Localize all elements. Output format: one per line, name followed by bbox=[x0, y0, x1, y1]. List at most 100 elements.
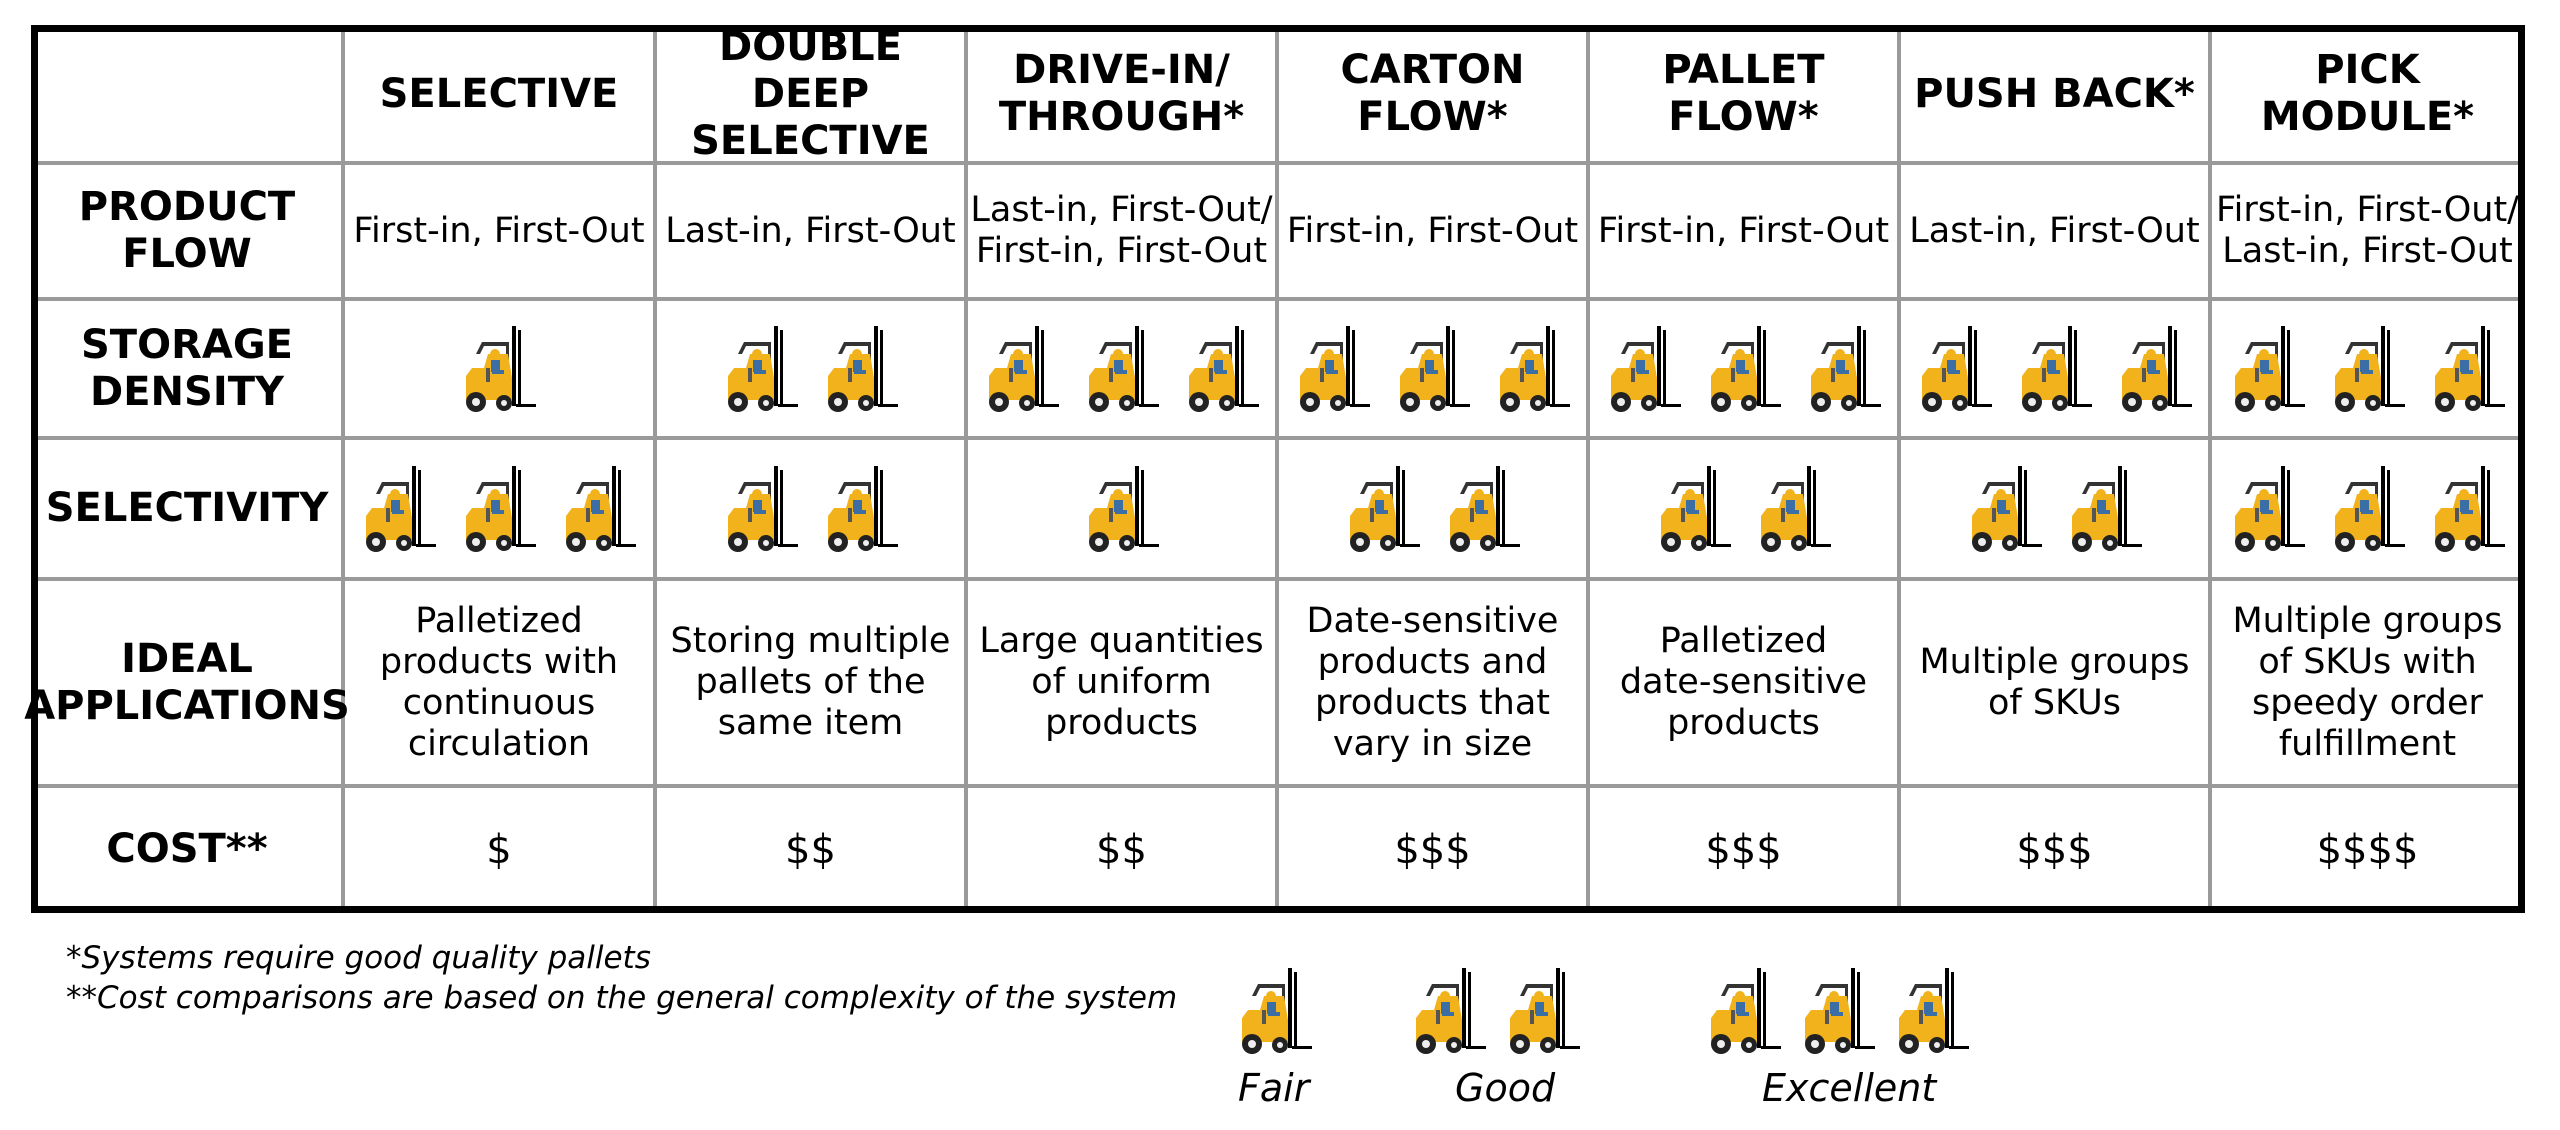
row-label: PRODUCT FLOW bbox=[31, 163, 343, 299]
row-divider bbox=[38, 161, 2518, 165]
text-line: DENSITY bbox=[90, 368, 284, 415]
product-flow-cell: First-in, First-Out bbox=[343, 163, 655, 299]
text-line: THROUGH* bbox=[998, 94, 1245, 140]
text-line: FLOW* bbox=[1668, 94, 1819, 140]
forklift-icon bbox=[985, 324, 1059, 414]
rating-cell bbox=[2210, 438, 2525, 579]
forklift-icon bbox=[724, 464, 798, 554]
forklift-icon bbox=[1607, 324, 1681, 414]
forklift-icon bbox=[1657, 464, 1731, 554]
forklift-icon bbox=[1396, 324, 1470, 414]
text-line: Large quantities bbox=[979, 621, 1264, 661]
forklift-icon bbox=[1238, 966, 1312, 1056]
row-divider bbox=[38, 297, 2518, 301]
product-flow-cell: First-in, First-Out bbox=[1588, 163, 1899, 299]
rating-cell bbox=[343, 299, 655, 438]
cost-cell: $ bbox=[486, 826, 512, 873]
forklift-icon bbox=[1801, 966, 1875, 1056]
column-header: DRIVE-IN/THROUGH* bbox=[966, 25, 1277, 163]
column-header: PALLET FLOW* bbox=[1588, 25, 1899, 163]
text-line: speedy order bbox=[2252, 682, 2483, 723]
text-line: Storing multiple bbox=[670, 621, 951, 661]
forklift-icon bbox=[1895, 966, 1969, 1056]
forklift-icon bbox=[724, 324, 798, 414]
column-divider bbox=[653, 32, 657, 906]
text-line: date-sensitive bbox=[1619, 662, 1868, 702]
text-line: Last-in, First-Out/ bbox=[970, 190, 1273, 230]
cost-cell: $$$ bbox=[1394, 826, 1471, 873]
application-cell: Storing multiple pallets of the same item bbox=[655, 579, 966, 786]
forklift-icon bbox=[1506, 966, 1580, 1056]
text-line: PALLET bbox=[1662, 47, 1825, 93]
text-line: First-in, First-Out/ bbox=[2216, 190, 2519, 230]
forklift-icon bbox=[2018, 324, 2092, 414]
text-line: First-in, First-Out bbox=[1286, 210, 1579, 251]
text-line: FLOW* bbox=[1357, 94, 1508, 140]
text-line: circulation bbox=[407, 723, 591, 764]
column-divider bbox=[1275, 32, 1279, 906]
forklift-icon bbox=[1918, 324, 1992, 414]
product-flow-cell: Last-in, First-Out/First-in, First-Out bbox=[966, 163, 1277, 299]
forklift-icon bbox=[1296, 324, 1370, 414]
rating-cell bbox=[343, 438, 655, 579]
forklift-icon bbox=[1707, 966, 1781, 1056]
text-line: same item bbox=[717, 703, 904, 743]
forklift-icon bbox=[562, 464, 636, 554]
forklift-icon bbox=[824, 324, 898, 414]
product-flow-cell: First-in, First-Out bbox=[1277, 163, 1588, 299]
text-line: Last-in, First-Out bbox=[1909, 210, 2200, 251]
forklift-icon bbox=[2118, 324, 2192, 414]
cost-cell: $$$ bbox=[2016, 826, 2093, 873]
column-header: PICK MODULE* bbox=[2210, 25, 2525, 163]
rating-cell bbox=[1588, 438, 1899, 579]
forklift-icon bbox=[462, 464, 536, 554]
forklift-icon bbox=[2068, 464, 2142, 554]
rating-cell bbox=[966, 438, 1277, 579]
application-cell: Date-sensitive products and products that v… bbox=[1277, 579, 1588, 786]
text-line: SELECTIVITY bbox=[45, 485, 329, 531]
column-header: PUSH BACK* bbox=[1899, 25, 2210, 163]
text-line: products with bbox=[379, 641, 619, 682]
rating-cell bbox=[966, 299, 1277, 438]
footnote-cost: **Cost comparisons are based on the gene… bbox=[66, 980, 1178, 1016]
comparison-table bbox=[31, 25, 2525, 913]
row-divider bbox=[38, 577, 2518, 581]
forklift-icon bbox=[1968, 464, 2042, 554]
column-divider bbox=[1897, 32, 1901, 906]
column-divider bbox=[341, 32, 345, 906]
legend-icons bbox=[1707, 966, 1969, 1056]
text-line: products bbox=[1667, 703, 1820, 743]
text-line: DOUBLE DEEP bbox=[719, 23, 902, 117]
rating-cell bbox=[1277, 299, 1588, 438]
text-line: SELECTIVE bbox=[691, 117, 930, 164]
text-line: First-in, First-Out bbox=[975, 231, 1268, 271]
text-line: DRIVE-IN/ bbox=[1013, 47, 1230, 93]
row-label: IDEAL APPLICATIONS bbox=[24, 579, 350, 786]
row-label: SELECTIVITY bbox=[31, 438, 343, 579]
forklift-icon bbox=[1496, 324, 1570, 414]
text-line: PICK bbox=[2315, 47, 2420, 93]
forklift-icon bbox=[1757, 464, 1831, 554]
text-line: Palletized bbox=[1659, 621, 1828, 661]
cost-cell: $$$$ bbox=[2316, 826, 2419, 873]
product-flow-cell: First-in, First-Out/Last-in, First-Out bbox=[2210, 163, 2525, 299]
text-line: Last-in, First-Out bbox=[2222, 231, 2513, 271]
forklift-icon bbox=[2431, 464, 2505, 554]
text-line: STORAGE bbox=[80, 321, 293, 368]
column-divider bbox=[964, 32, 968, 906]
text-line: First-in, First-Out bbox=[1597, 210, 1890, 251]
row-label: COST** bbox=[31, 786, 343, 913]
text-line: products that bbox=[1314, 682, 1551, 723]
column-divider bbox=[2208, 32, 2212, 906]
rating-cell bbox=[1588, 299, 1899, 438]
forklift-icon bbox=[2331, 464, 2405, 554]
product-flow-cell: Last-in, First-Out bbox=[655, 163, 966, 299]
forklift-icon bbox=[1807, 324, 1881, 414]
text-line: products and bbox=[1317, 641, 1548, 682]
legend-label: Fair bbox=[1238, 1066, 1310, 1110]
rating-cell bbox=[1277, 438, 1588, 579]
column-header: CARTON FLOW* bbox=[1277, 25, 1588, 163]
text-line: products bbox=[1045, 703, 1198, 743]
text-line: Date-sensitive bbox=[1306, 600, 1559, 641]
application-cell: Palletized date-sensitive products bbox=[1588, 579, 1899, 786]
